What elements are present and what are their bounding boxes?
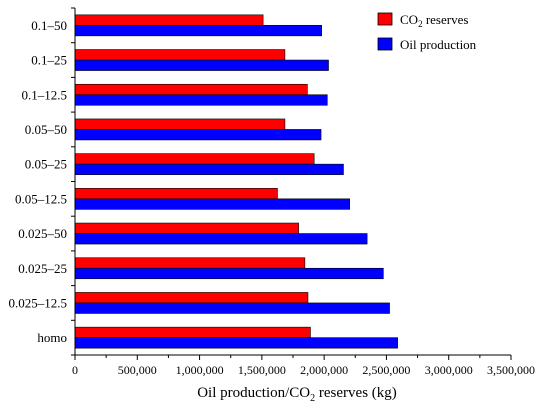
legend-swatch-co2-reserves (377, 12, 393, 26)
bar-co2-reserves (74, 222, 299, 234)
x-tick-label: 3,000,000 (425, 363, 473, 377)
legend-swatch-oil-production (377, 37, 393, 51)
bar-co2-reserves (74, 326, 311, 338)
legend: CO2 reserves Oil production (377, 12, 477, 52)
bar-co2-reserves (74, 14, 264, 26)
bar-co2-reserves (74, 49, 286, 61)
bar-co2-reserves (74, 83, 308, 96)
bar-co2-reserves (74, 153, 315, 165)
x-tick-label: 0 (72, 363, 78, 377)
bar-oil-production (74, 25, 322, 37)
y-tick-label: 0.05–12.5 (15, 191, 67, 206)
bar-oil-production (74, 163, 344, 175)
x-tick-label: 500,000 (118, 363, 157, 377)
x-tick-label: 1,500,000 (238, 363, 286, 377)
y-tick-label: 0.025–12.5 (9, 295, 68, 310)
y-tick-label: 0.05–50 (25, 122, 67, 137)
bar-oil-production (74, 302, 390, 314)
x-tick-label: 2,500,000 (362, 363, 410, 377)
y-tick-label: 0.1–12.5 (22, 87, 68, 102)
y-tick-label: 0.025–50 (18, 226, 67, 241)
x-tick-label: 3,500,000 (487, 363, 535, 377)
x-axis-title: Oil production/CO2 reserves (kg) (197, 385, 397, 404)
y-tick-label: 0.05–25 (25, 157, 67, 172)
legend-label-co2-reserves: CO2 reserves (400, 12, 468, 29)
bar-oil-production (74, 337, 398, 349)
bar-oil-production (74, 198, 350, 210)
y-tick-label: homo (37, 330, 67, 345)
y-tick-label: 0.025–25 (18, 261, 67, 276)
bar-oil-production (74, 59, 329, 71)
bar-oil-production (74, 94, 328, 106)
y-tick-label: 0.1–50 (31, 18, 67, 33)
bar-oil-production (74, 267, 384, 280)
bar-co2-reserves (74, 292, 309, 304)
x-ticks-group: 0 500,000 1,000,000 1,500,000 2,000,000 2,500… (72, 355, 535, 377)
bars-group (74, 14, 398, 349)
bar-co2-reserves (74, 257, 306, 269)
y-tick-label: 0.1–25 (31, 53, 67, 68)
y-ticks-group: homo 0.025–12.5 0.025–25 0.025–50 0.05–12.5 0… (9, 7, 75, 356)
x-tick-label: 1,000,000 (176, 363, 224, 377)
legend-label-oil-production: Oil production (400, 37, 477, 52)
bar-co2-reserves (74, 188, 278, 200)
bar-oil-production (74, 233, 368, 245)
x-tick-label: 2,000,000 (300, 363, 348, 377)
bar-oil-production (74, 129, 322, 141)
bar-co2-reserves (74, 118, 286, 130)
